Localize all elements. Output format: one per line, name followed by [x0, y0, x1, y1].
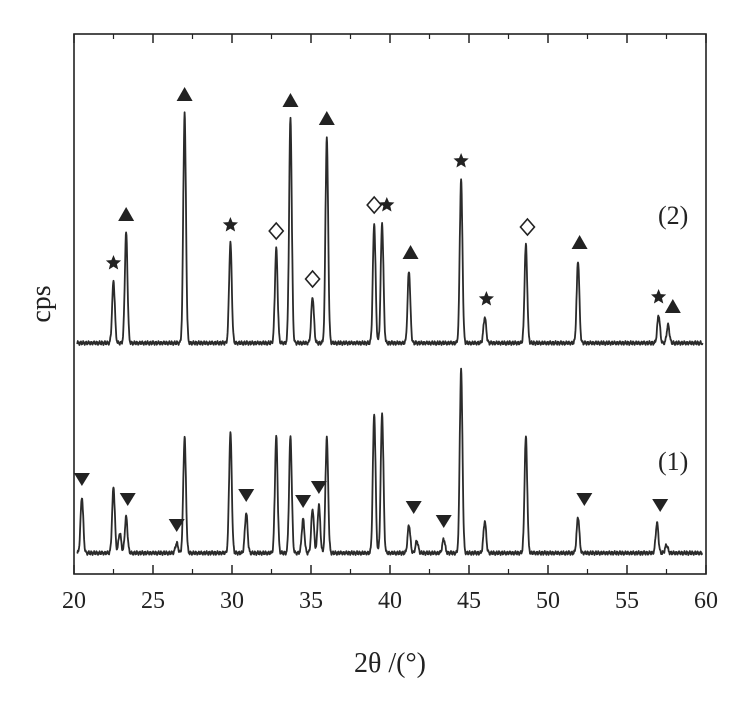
marker-triangle-up-icon	[318, 111, 335, 125]
marker-diamond-icon	[268, 221, 285, 241]
marker-triangle-down-icon	[652, 499, 669, 512]
marker-triangle-up-icon	[664, 299, 681, 313]
marker-diamond-icon	[366, 195, 383, 215]
marker-triangle-down-icon	[295, 495, 312, 508]
marker-triangle-down-icon	[238, 489, 255, 502]
marker-star-icon	[105, 255, 122, 270]
x-tick-label-25: 25	[141, 588, 165, 614]
marker-triangle-up-icon	[571, 235, 588, 249]
series-label-2: (2)	[658, 201, 688, 230]
marker-triangle-up-icon	[282, 93, 299, 107]
marker-triangle-down-icon	[168, 519, 185, 532]
x-tick-label-20: 20	[62, 588, 86, 614]
x-tick-label-40: 40	[378, 588, 402, 614]
marker-star-icon	[379, 197, 395, 212]
x-tick-label-45: 45	[457, 588, 481, 614]
x-tick-label-30: 30	[220, 588, 244, 614]
x-tick-label-55: 55	[615, 588, 639, 614]
x-tick-label-50: 50	[536, 588, 560, 614]
traces	[76, 111, 704, 556]
y-axis-label: cps	[26, 285, 57, 322]
marker-triangle-down-icon	[405, 501, 422, 514]
marker-triangle-down-icon	[73, 473, 90, 486]
marker-diamond-icon	[519, 217, 536, 237]
marker-star-icon	[453, 153, 469, 168]
x-axis-label: 2θ /(°)	[354, 648, 426, 679]
marker-triangle-down-icon	[576, 493, 593, 506]
phase-markers	[73, 87, 681, 532]
x-tick-label-60: 60	[694, 588, 718, 614]
marker-triangle-up-icon	[402, 245, 419, 259]
series-label-1: (1)	[658, 447, 688, 476]
x-ticks: 20 25 30 35 40 45 50 55 60	[62, 34, 718, 614]
marker-diamond-icon	[304, 269, 321, 289]
marker-star-icon	[222, 217, 238, 232]
trace-series-1	[76, 367, 704, 556]
marker-triangle-up-icon	[176, 87, 193, 101]
marker-triangle-up-icon	[118, 207, 135, 221]
marker-triangle-down-icon	[435, 515, 452, 528]
marker-triangle-down-icon	[310, 481, 327, 494]
x-tick-label-35: 35	[299, 588, 323, 614]
marker-triangle-down-icon	[119, 493, 136, 506]
plot-frame	[73, 33, 707, 575]
trace-series-2	[76, 111, 704, 346]
marker-star-icon	[651, 289, 667, 304]
marker-star-icon	[478, 291, 494, 306]
